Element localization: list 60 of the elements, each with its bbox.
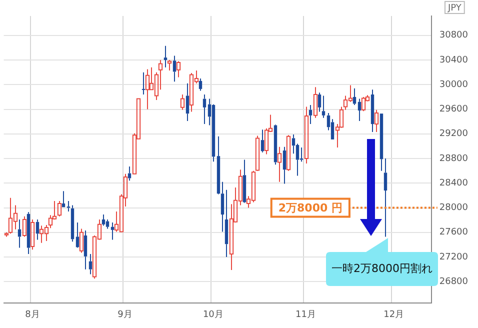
candlestick [352, 88, 356, 106]
candlestick [167, 60, 172, 71]
annotation: 一時2万8000円割れ [330, 261, 434, 277]
candlestick [76, 222, 80, 248]
candlestick [318, 92, 322, 112]
candlestick [242, 159, 246, 202]
x-tick-label: 9月 [118, 310, 132, 320]
candlestick [202, 94, 206, 125]
y-tick-label: 27600 [439, 228, 468, 238]
y-tick-label: 28400 [439, 178, 468, 188]
candlestick [304, 106, 309, 164]
candlestick [66, 200, 70, 212]
y-tick-label: 30000 [439, 80, 468, 90]
y-tick-label: 26800 [439, 276, 468, 287]
candlestick [224, 189, 228, 258]
candlestick [322, 95, 326, 118]
candlestick [384, 158, 388, 238]
y-tick-label: 27200 [439, 252, 468, 262]
candlestick [36, 218, 40, 240]
candlestick [172, 55, 176, 82]
candlestick [84, 230, 88, 270]
candlestick [308, 104, 312, 125]
ref-line-label: 2万8000 円 [278, 202, 342, 215]
candlestick [374, 109, 379, 133]
candlestick [164, 45, 168, 68]
candlestick [70, 204, 74, 242]
candlestick [212, 104, 216, 162]
candlestick [260, 129, 264, 153]
candlestick [26, 212, 30, 254]
candlestick [102, 214, 106, 226]
y-tick-label: 28800 [439, 154, 468, 164]
candlestick [216, 136, 220, 194]
y-tick-label: 29600 [439, 104, 468, 115]
candlestick [229, 204, 234, 270]
candlestick [198, 78, 202, 92]
candlestick [88, 253, 92, 275]
candlestick [106, 218, 110, 230]
candlestick [220, 181, 224, 232]
y-axis-title: JPY [446, 3, 462, 14]
candlestick [370, 89, 374, 133]
candlestick [330, 118, 334, 140]
x-tick-label: 12月 [384, 310, 404, 320]
candlestick [300, 146, 304, 162]
x-tick-label: 8月 [25, 310, 40, 320]
candlestick [274, 125, 278, 166]
candlestick [277, 146, 282, 182]
y-tick-label: 30800 [439, 30, 468, 41]
candlestick [282, 146, 286, 184]
candlestick [313, 86, 318, 118]
callout-box: 一時2万8000円割れ [326, 236, 438, 286]
y-tick-label: 28000 [439, 203, 468, 214]
candlestick [358, 98, 362, 122]
y-tick-label: 30400 [439, 55, 468, 66]
x-tick-label: 11月 [296, 310, 316, 320]
candlestick [186, 82, 190, 122]
candlestick [142, 72, 146, 95]
candlestick [110, 222, 114, 240]
y-tick-label: 29200 [439, 129, 468, 140]
x-tick-label: 10月 [202, 310, 224, 320]
candlestick [145, 68, 150, 110]
